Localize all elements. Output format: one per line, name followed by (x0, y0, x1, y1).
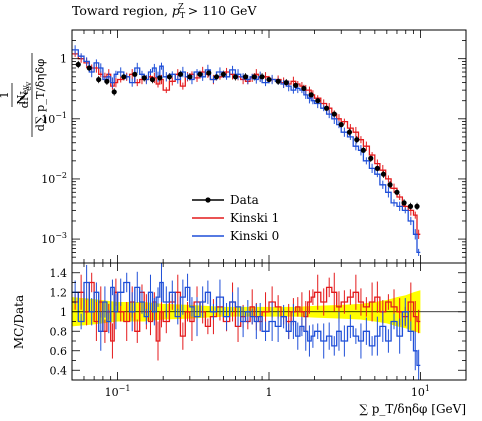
data-point (220, 71, 227, 77)
data-point (166, 74, 173, 80)
data-point (360, 147, 366, 153)
legend-marker-data (205, 197, 211, 203)
ratio-y-tick-label: 1.2 (50, 286, 68, 299)
data-point (242, 74, 249, 80)
data-point (315, 98, 321, 104)
y-tick-label: 10−3 (41, 231, 67, 246)
title-text: Toward region, (72, 3, 172, 18)
main-plot-area (72, 45, 421, 256)
ratio-y-tick-label: 0.8 (50, 325, 68, 338)
data-point (96, 76, 102, 83)
data-point (368, 155, 374, 161)
ratio-plot-area (72, 263, 466, 380)
data-point (401, 200, 407, 206)
data-point (275, 78, 281, 84)
title-tail: > 110 GeV (184, 3, 258, 18)
ratio-panel: 0.4 0.6 0.8 1 1.2 1.4 10−1 1 101 (50, 262, 467, 399)
data-point (251, 74, 257, 80)
data-point (293, 82, 299, 88)
data-point (414, 203, 420, 209)
legend-label-data: Data (230, 193, 259, 207)
data-point (346, 129, 353, 135)
data-point (407, 203, 414, 209)
ylabel-den: d∑ p_T/δηδφ (33, 59, 47, 132)
legend-label-kinski-1: Kinski 1 (230, 211, 279, 225)
title-sub: T (180, 11, 186, 20)
ylabel-pre-den: Nev (14, 85, 30, 105)
data-point (157, 75, 163, 81)
data-point (387, 182, 393, 188)
chart-title: Toward region, pTZ > 110 GeV (72, 2, 257, 20)
ratio-y-tick-label: 1 (60, 306, 67, 319)
data-point (187, 74, 193, 80)
x-tick-label: 1 (266, 386, 273, 399)
data-point (141, 75, 147, 81)
y-tick-label: 10−1 (41, 111, 67, 126)
data-point (149, 76, 156, 83)
ylabel-pre-num: 1 (0, 91, 11, 98)
data-point (111, 89, 117, 95)
main-y-axis-label: dNev d∑ p_T/δηδφ (17, 53, 47, 137)
data-point (308, 92, 314, 98)
title-var: p (172, 3, 180, 18)
data-point (323, 105, 330, 111)
data-point (206, 70, 212, 76)
data-point (121, 74, 127, 80)
data-point (132, 71, 138, 77)
data-point (394, 189, 400, 195)
kinski1-histogram (72, 53, 421, 235)
x-axis-label: ∑ p_T/δηδφ [GeV] (359, 402, 466, 416)
ratio-y-tick-label: 0.4 (50, 364, 68, 377)
data-point (301, 85, 307, 92)
data-point (354, 137, 360, 143)
ratio-y-tick-label: 0.6 (50, 345, 68, 358)
legend: Data Kinski 1 Kinski 0 (192, 193, 279, 243)
data-point (380, 171, 387, 177)
data-point (232, 74, 239, 80)
legend-label-kinski-0: Kinski 0 (230, 229, 279, 243)
y-tick-label: 10−2 (41, 171, 67, 186)
data-point (86, 65, 92, 71)
y-tick-label: 1 (60, 53, 67, 66)
x-tick-label: 101 (411, 384, 430, 399)
x-tick-label: 10−1 (105, 384, 131, 399)
data-point (338, 122, 344, 128)
main-y-axis-prefactor: 1 Nev (0, 83, 30, 107)
ratio-y-tick-label: 1.4 (50, 267, 68, 280)
data-point (259, 74, 265, 80)
title-sup: Z (178, 2, 184, 11)
data-point (213, 74, 220, 80)
data-point (75, 61, 81, 68)
main-panel: 1 10−1 10−2 10−3 (41, 29, 467, 264)
data-point (374, 165, 381, 171)
data-point (104, 78, 110, 84)
data-point (266, 76, 272, 83)
ratio-y-axis-label: MC/Data (12, 295, 26, 349)
kinski0-ratio (72, 281, 421, 367)
data-point (177, 71, 184, 77)
ylabel-num: dNev (17, 81, 33, 108)
data-point (331, 111, 337, 117)
data-point (283, 80, 289, 86)
data-point (197, 71, 203, 77)
